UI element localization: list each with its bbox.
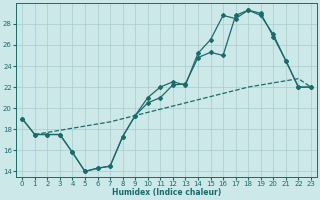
X-axis label: Humidex (Indice chaleur): Humidex (Indice chaleur) <box>112 188 221 197</box>
